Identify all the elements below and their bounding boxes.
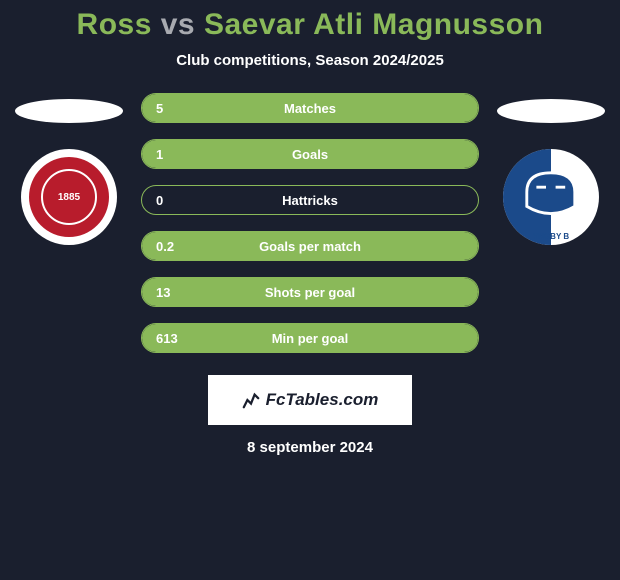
- stat-bar-label: Shots per goal: [142, 285, 478, 300]
- right-player-photo-placeholder: [497, 99, 605, 123]
- brand-text: FcTables.com: [266, 390, 379, 410]
- right-club-badge: YNGBY B: [503, 149, 599, 245]
- page-title: Ross vs Saevar Atli Magnusson: [77, 8, 544, 42]
- stat-bar-label: Matches: [142, 101, 478, 116]
- left-club-badge-text: 1885: [41, 169, 97, 225]
- subtitle: Club competitions, Season 2024/2025: [176, 52, 444, 69]
- stat-bar-label: Min per goal: [142, 331, 478, 346]
- streak-icon: [242, 391, 260, 409]
- stat-bar-label: Goals per match: [142, 239, 478, 254]
- viking-helmet-icon: [522, 168, 580, 221]
- right-player-column: YNGBY B: [497, 93, 605, 245]
- left-club-badge-inner: 1885: [29, 157, 109, 237]
- comparison-section: 1885 5 Matches 1 Goals 0 Hattricks: [0, 93, 620, 353]
- stat-bar: 0.2 Goals per match: [141, 231, 479, 261]
- right-club-badge-text: YNGBY B: [503, 232, 599, 241]
- left-player-column: 1885: [15, 93, 123, 245]
- title-player1: Ross: [77, 8, 152, 41]
- left-club-badge: 1885: [21, 149, 117, 245]
- stat-bar: 5 Matches: [141, 93, 479, 123]
- left-player-photo-placeholder: [15, 99, 123, 123]
- brand-box: FcTables.com: [208, 375, 412, 425]
- title-vs: vs: [161, 8, 195, 41]
- stat-bar: 13 Shots per goal: [141, 277, 479, 307]
- stat-bar: 1 Goals: [141, 139, 479, 169]
- stat-bars: 5 Matches 1 Goals 0 Hattricks 0.2 Goals …: [141, 93, 479, 353]
- stat-bar-label: Hattricks: [142, 193, 478, 208]
- stat-bar-label: Goals: [142, 147, 478, 162]
- stat-bar: 0 Hattricks: [141, 185, 479, 215]
- title-player2: Saevar Atli Magnusson: [204, 8, 543, 41]
- date-text: 8 september 2024: [247, 439, 373, 456]
- stat-bar: 613 Min per goal: [141, 323, 479, 353]
